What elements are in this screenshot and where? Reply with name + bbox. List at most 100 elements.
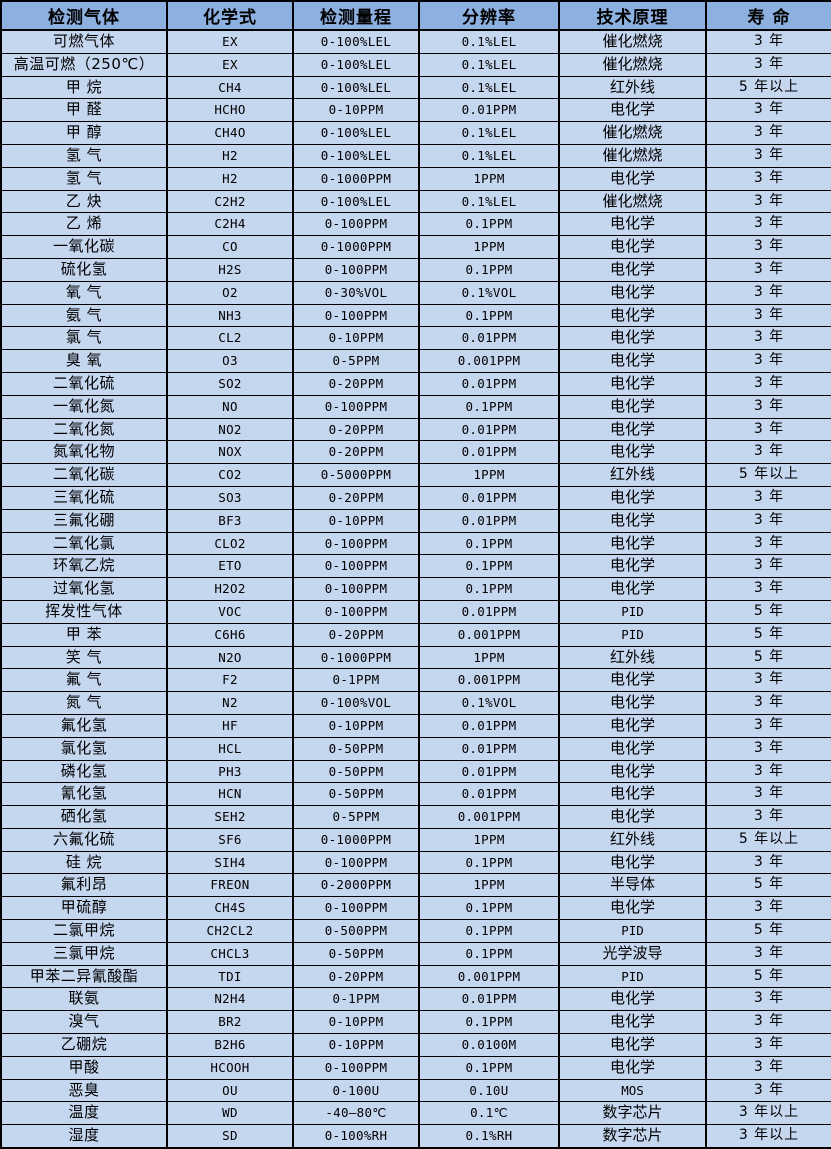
cell-detection-range: 0-5PPM (292, 805, 420, 829)
table-row: 甲 苯 C6H6 0-20PPM 0.001PPM PID 5 年 (0, 622, 831, 647)
cell-technology-principle: 电化学 (558, 485, 707, 510)
table-row: 一氧化氮 NO 0-100PPM 0.1PPM 电化学 3 年 (0, 394, 831, 419)
cell-technology-principle: PID (558, 919, 707, 943)
cell-resolution: 0.1%LEL (418, 29, 560, 54)
cell-gas-name: 联氨 (0, 987, 168, 1012)
table-row: 三氧化硫 SO3 0-20PPM 0.01PPM 电化学 3 年 (0, 485, 831, 510)
cell-detection-range: 0-5000PPM (292, 463, 420, 487)
cell-lifespan: 3 年 (705, 896, 831, 921)
cell-detection-range: 0-100%LEL (292, 52, 420, 77)
cell-gas-name: 可燃气体 (0, 29, 168, 54)
cell-detection-range: 0-100PPM (292, 599, 420, 624)
table-row: 挥发性气体 VOC 0-100PPM 0.01PPM PID 5 年 (0, 599, 831, 624)
cell-detection-range: 0-100PPM (292, 554, 420, 579)
cell-chemical-formula: SEH2 (166, 805, 294, 829)
cell-resolution: 0.1PPM (418, 531, 560, 556)
table-row: 氯 气 CL2 0-10PPM 0.01PPM 电化学 3 年 (0, 326, 831, 351)
cell-chemical-formula: CHCL3 (166, 941, 294, 966)
table-row: 氧 气 O2 0-30%VOL 0.1%VOL 电化学 3 年 (0, 280, 831, 305)
cell-chemical-formula: SIH4 (166, 850, 294, 875)
cell-chemical-formula: HCL (166, 736, 294, 761)
cell-technology-principle: 催化燃烧 (558, 189, 707, 214)
cell-detection-range: 0-100%LEL (292, 29, 420, 54)
cell-technology-principle: 电化学 (558, 1033, 707, 1057)
cell-chemical-formula: NOX (166, 440, 294, 465)
table-row: 三氟化硼 BF3 0-10PPM 0.01PPM 电化学 3 年 (0, 508, 831, 533)
cell-chemical-formula: BF3 (166, 508, 294, 533)
cell-gas-name: 高温可燃（250℃） (0, 52, 168, 77)
cell-detection-range: 0-100PPM (292, 394, 420, 419)
cell-detection-range: 0-20PPM (292, 440, 420, 465)
cell-technology-principle: 电化学 (558, 98, 707, 123)
cell-detection-range: 0-1000PPM (292, 166, 420, 191)
cell-detection-range: 0-500PPM (292, 919, 420, 943)
cell-resolution: 0.01PPM (418, 713, 560, 738)
cell-gas-name: 臭 氧 (0, 349, 168, 373)
cell-resolution: 0.1PPM (418, 394, 560, 419)
cell-resolution: 0.01PPM (418, 987, 560, 1012)
table-row: 可燃气体 EX 0-100%LEL 0.1%LEL 催化燃烧 3 年 (0, 29, 831, 54)
cell-chemical-formula: EX (166, 29, 294, 54)
cell-resolution: 0.1PPM (418, 1055, 560, 1080)
cell-technology-principle: 电化学 (558, 896, 707, 921)
table-row: 氢 气 H2 0-100%LEL 0.1%LEL 催化燃烧 3 年 (0, 143, 831, 168)
table-row: 甲 烷 CH4 0-100%LEL 0.1%LEL 红外线 5 年以上 (0, 75, 831, 100)
cell-resolution: 0.01PPM (418, 326, 560, 351)
table-row: 氰化氢 HCN 0-50PPM 0.01PPM 电化学 3 年 (0, 782, 831, 807)
cell-lifespan: 3 年 (705, 417, 831, 442)
cell-chemical-formula: SO2 (166, 371, 294, 396)
cell-resolution: 0.1PPM (418, 212, 560, 237)
cell-lifespan: 3 年 (705, 52, 831, 77)
cell-detection-range: 0-1PPM (292, 668, 420, 693)
cell-gas-name: 笑 气 (0, 645, 168, 670)
cell-lifespan: 5 年以上 (705, 463, 831, 487)
cell-resolution: 0.1℃ (418, 1101, 560, 1126)
cell-detection-range: 0-10PPM (292, 98, 420, 123)
cell-chemical-formula: CO (166, 235, 294, 259)
cell-lifespan: 3 年 (705, 29, 831, 54)
cell-gas-name: 温度 (0, 1101, 168, 1126)
cell-technology-principle: 电化学 (558, 691, 707, 715)
cell-chemical-formula: VOC (166, 599, 294, 624)
column-header-chemical-formula: 化学式 (166, 0, 294, 31)
cell-chemical-formula: N2 (166, 691, 294, 715)
table-row: 氟化氢 HF 0-10PPM 0.01PPM 电化学 3 年 (0, 713, 831, 738)
cell-technology-principle: 电化学 (558, 782, 707, 807)
table-row: 氨 气 NH3 0-100PPM 0.1PPM 电化学 3 年 (0, 303, 831, 328)
cell-lifespan: 3 年 (705, 1010, 831, 1035)
cell-chemical-formula: EX (166, 52, 294, 77)
cell-gas-name: 氮氧化物 (0, 440, 168, 465)
cell-detection-range: 0-1000PPM (292, 827, 420, 852)
cell-gas-name: 环氧乙烷 (0, 554, 168, 579)
table-row: 甲苯二异氰酸酯 TDI 0-20PPM 0.001PPM PID 5 年 (0, 964, 831, 989)
cell-technology-principle: 电化学 (558, 257, 707, 282)
cell-technology-principle: 红外线 (558, 463, 707, 487)
cell-chemical-formula: HCN (166, 782, 294, 807)
table-body: 可燃气体 EX 0-100%LEL 0.1%LEL 催化燃烧 3 年高温可燃（250℃） E… (0, 29, 831, 1149)
header-row: 检测气体 化学式 检测量程 分辨率 技术原理 寿 命 (0, 0, 831, 31)
table-row: 氮 气 N2 0-100%VOL 0.1%VOL 电化学 3 年 (0, 691, 831, 715)
cell-lifespan: 3 年 (705, 235, 831, 259)
cell-technology-principle: 电化学 (558, 394, 707, 419)
cell-gas-name: 甲 醇 (0, 121, 168, 145)
cell-chemical-formula: CH4O (166, 121, 294, 145)
cell-detection-range: 0-1000PPM (292, 645, 420, 670)
cell-resolution: 0.1PPM (418, 896, 560, 921)
cell-gas-name: 挥发性气体 (0, 599, 168, 624)
cell-detection-range: 0-10PPM (292, 713, 420, 738)
cell-detection-range: 0-50PPM (292, 782, 420, 807)
cell-technology-principle: 红外线 (558, 645, 707, 670)
cell-gas-name: 二氯甲烷 (0, 919, 168, 943)
table-row: 环氧乙烷 ETO 0-100PPM 0.1PPM 电化学 3 年 (0, 554, 831, 579)
cell-technology-principle: 催化燃烧 (558, 29, 707, 54)
cell-lifespan: 3 年 (705, 485, 831, 510)
cell-gas-name: 溴气 (0, 1010, 168, 1035)
table-row: 二氧化硫 SO2 0-20PPM 0.01PPM 电化学 3 年 (0, 371, 831, 396)
cell-chemical-formula: WD (166, 1101, 294, 1126)
cell-resolution: 0.1%LEL (418, 75, 560, 100)
cell-lifespan: 3 年 (705, 303, 831, 328)
cell-detection-range: 0-1PPM (292, 987, 420, 1012)
cell-technology-principle: 电化学 (558, 668, 707, 693)
